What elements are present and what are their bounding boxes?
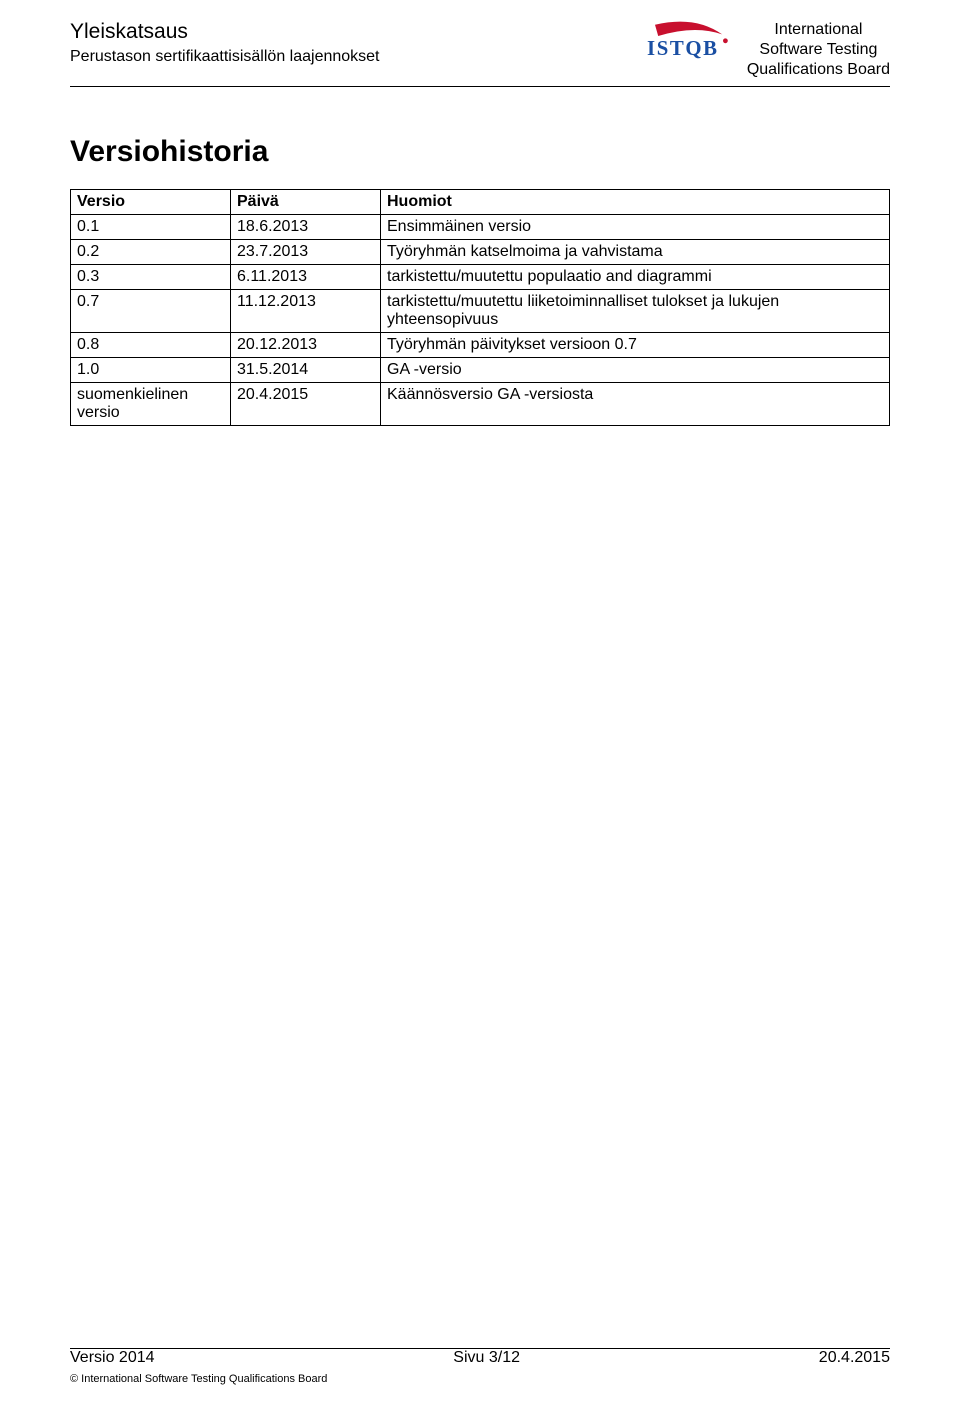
cell-paiva: 20.4.2015 — [231, 383, 381, 426]
org-line-3: Qualifications Board — [747, 60, 890, 80]
col-header-paiva: Päivä — [231, 190, 381, 215]
footer-left: Versio 2014 — [70, 1349, 155, 1367]
org-name: International Software Testing Qualifica… — [747, 20, 890, 80]
page-header: Yleiskatsaus Perustason sertifikaattisis… — [70, 20, 890, 80]
header-divider — [70, 86, 890, 87]
cell-paiva: 18.6.2013 — [231, 215, 381, 240]
footer-copyright: © International Software Testing Qualifi… — [70, 1373, 890, 1385]
table-row: 0.3 6.11.2013 tarkistettu/muutettu popul… — [71, 265, 890, 290]
table-row: 0.8 20.12.2013 Työryhmän päivitykset ver… — [71, 333, 890, 358]
cell-huomiot: tarkistettu/muutettu populaatio and diag… — [381, 265, 890, 290]
cell-huomiot: GA -versio — [381, 358, 890, 383]
table-row: 0.7 11.12.2013 tarkistettu/muutettu liik… — [71, 290, 890, 333]
cell-huomiot: Käännösversio GA -versiosta — [381, 383, 890, 426]
header-right: ISTQB International Software Testing Qua… — [639, 20, 890, 80]
cell-paiva: 31.5.2014 — [231, 358, 381, 383]
cell-huomiot: Työryhmän katselmoima ja vahvistama — [381, 240, 890, 265]
doc-title: Yleiskatsaus — [70, 20, 380, 44]
header-left: Yleiskatsaus Perustason sertifikaattisis… — [70, 20, 380, 66]
cell-paiva: 6.11.2013 — [231, 265, 381, 290]
org-line-1: International — [747, 20, 890, 40]
col-header-versio: Versio — [71, 190, 231, 215]
page-footer: Versio 2014 Sivu 3/12 20.4.2015 © Intern… — [70, 1342, 890, 1385]
cell-paiva: 11.12.2013 — [231, 290, 381, 333]
cell-paiva: 20.12.2013 — [231, 333, 381, 358]
cell-versio: 0.7 — [71, 290, 231, 333]
cell-versio: 1.0 — [71, 358, 231, 383]
cell-huomiot: tarkistettu/muutettu liiketoiminnalliset… — [381, 290, 890, 333]
cell-versio: 0.2 — [71, 240, 231, 265]
doc-subtitle: Perustason sertifikaattisisällön laajenn… — [70, 48, 380, 66]
section-title: Versiohistoria — [70, 135, 890, 169]
table-row: 1.0 31.5.2014 GA -versio — [71, 358, 890, 383]
cell-versio: 0.3 — [71, 265, 231, 290]
cell-versio: 0.8 — [71, 333, 231, 358]
version-history-table: Versio Päivä Huomiot 0.1 18.6.2013 Ensim… — [70, 189, 890, 426]
col-header-huomiot: Huomiot — [381, 190, 890, 215]
org-line-2: Software Testing — [747, 40, 890, 60]
table-row: suomenkielinen versio 20.4.2015 Käännösv… — [71, 383, 890, 426]
cell-huomiot: Ensimmäinen versio — [381, 215, 890, 240]
cell-versio: 0.1 — [71, 215, 231, 240]
cell-paiva: 23.7.2013 — [231, 240, 381, 265]
table-row: 0.1 18.6.2013 Ensimmäinen versio — [71, 215, 890, 240]
cell-huomiot: Työryhmän päivitykset versioon 0.7 — [381, 333, 890, 358]
table-header-row: Versio Päivä Huomiot — [71, 190, 890, 215]
svg-text:ISTQB: ISTQB — [647, 37, 719, 60]
istqb-logo-icon: ISTQB — [639, 20, 735, 68]
cell-versio: suomenkielinen versio — [71, 383, 231, 426]
footer-right: 20.4.2015 — [819, 1349, 890, 1367]
footer-center: Sivu 3/12 — [453, 1349, 520, 1367]
footer-row: Versio 2014 Sivu 3/12 20.4.2015 — [70, 1349, 890, 1367]
table-row: 0.2 23.7.2013 Työryhmän katselmoima ja v… — [71, 240, 890, 265]
